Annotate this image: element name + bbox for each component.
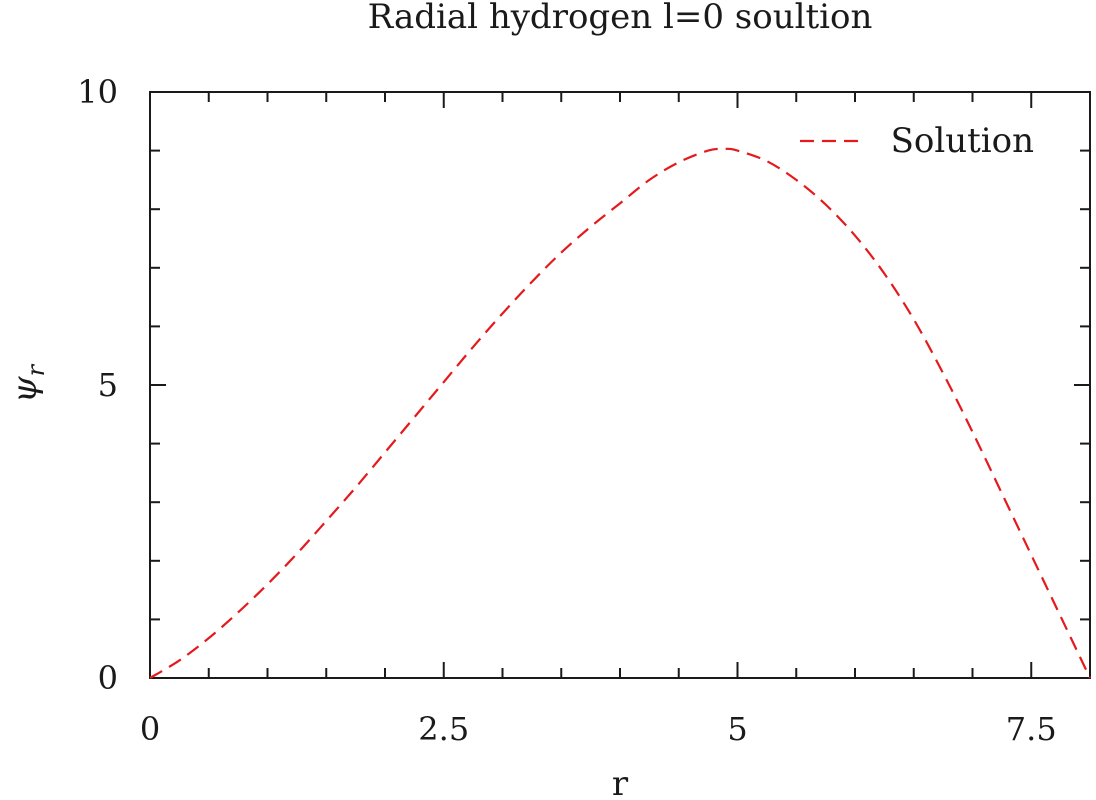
y-axis-label: ψr — [5, 363, 50, 403]
axis-tick-labels: 0 2.5 5 7.5 0 5 10 — [77, 73, 1056, 748]
x-tick-label: 7.5 — [1006, 710, 1057, 748]
y-tick-label: 0 — [98, 659, 118, 697]
x-axis-label: r — [612, 764, 629, 800]
y-tick-label: 10 — [77, 73, 118, 111]
legend: Solution — [800, 121, 1034, 161]
x-tick-label: 2.5 — [418, 710, 469, 748]
legend-label-solution: Solution — [891, 121, 1034, 161]
series-line-solution — [149, 147, 1091, 679]
chart-title: Radial hydrogen l=0 soultion — [368, 0, 873, 37]
x-tick-label: 5 — [727, 710, 747, 748]
x-tick-label: 0 — [140, 710, 160, 748]
y-tick-label: 5 — [98, 366, 118, 404]
axis-ticks — [149, 91, 1090, 679]
series-lines — [149, 147, 1091, 679]
y-axis-label-subscript: r — [22, 363, 50, 376]
y-axis-label-symbol: ψ — [5, 376, 45, 403]
